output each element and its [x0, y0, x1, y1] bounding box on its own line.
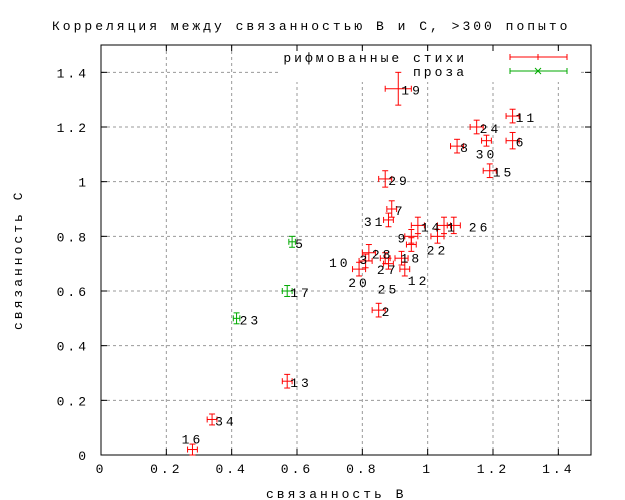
point-label: 27 [377, 263, 399, 278]
data-point [405, 237, 417, 252]
point-label: 30 [476, 148, 498, 163]
y-tick-label: 1.2 [57, 121, 89, 136]
data-point [386, 200, 398, 218]
x-tick-label: 1.4 [542, 462, 574, 477]
point-label: 13 [290, 376, 312, 391]
plot-frame [100, 44, 592, 456]
point-label: 8 [460, 141, 471, 156]
data-point [352, 261, 367, 277]
point-label: 10 [329, 256, 351, 271]
y-tick-label: 0.6 [57, 285, 89, 300]
data-point [430, 229, 445, 244]
data-point [505, 131, 520, 150]
y-tick-label: 1 [78, 176, 89, 191]
x-tick-label: 0.8 [346, 462, 378, 477]
data-point [232, 312, 241, 325]
point-label: 14 [421, 220, 443, 235]
point-label: 3 [359, 253, 370, 268]
point-label: 2 [382, 305, 393, 320]
axis-ticks: 0 0.2 0.4 0.6 0.8 1 1.2 1.4 0 0.2 0.4 0.6 0.8 1 1.2 1.4 [57, 45, 591, 477]
legend-label: рифмованные стихи [283, 51, 467, 66]
point-label: 12 [408, 274, 430, 289]
y-tick-label: 0.2 [57, 394, 89, 409]
data-point [394, 250, 409, 266]
x-tick-label: 0 [96, 462, 107, 477]
data-point [399, 261, 411, 277]
data-point [505, 108, 520, 124]
x-tick-label: 0.6 [281, 462, 313, 477]
x-tick-label: 0.2 [150, 462, 182, 477]
data-point [288, 235, 296, 248]
point-label: 17 [290, 286, 312, 301]
x-axis-label: связанность B [266, 487, 406, 500]
point-label: 18 [401, 252, 423, 267]
data-point [446, 216, 461, 235]
point-label: 6 [516, 136, 527, 151]
point-label: 5 [295, 237, 306, 252]
y-tick-label: 0.8 [57, 230, 89, 245]
legend-background [280, 50, 580, 82]
data-point [281, 373, 293, 389]
point-label: 11 [516, 111, 538, 126]
x-tick-label: 1.2 [477, 462, 509, 477]
x-tick-label: 1 [422, 462, 433, 477]
legend-label: проза [413, 65, 467, 80]
chart-title: Корреляция между связанностью B и C, >30… [52, 19, 570, 34]
legend-marker-x [534, 67, 542, 75]
point-label: 22 [427, 243, 449, 258]
point-label: 29 [388, 174, 410, 189]
point-label: 20 [348, 276, 370, 291]
point-label: 16 [182, 433, 204, 448]
data-points [187, 71, 520, 456]
point-label: 26 [469, 220, 491, 235]
data-point [281, 285, 293, 297]
point-label: 1 [447, 220, 458, 235]
data-point [187, 443, 198, 456]
point-label: 28 [372, 248, 394, 263]
y-tick-label: 0 [78, 449, 89, 464]
data-point [384, 71, 412, 106]
point-label: 25 [378, 283, 400, 298]
data-point [383, 212, 394, 228]
point-label: 9 [398, 231, 409, 246]
point-label: 31 [364, 215, 386, 230]
point-label: 15 [493, 166, 515, 181]
data-point [481, 134, 492, 147]
data-point [371, 302, 386, 318]
point-label: 24 [480, 122, 502, 137]
grid [101, 45, 591, 455]
data-point [206, 413, 218, 426]
point-label: 19 [401, 84, 423, 99]
y-tick-label: 0.4 [57, 340, 89, 355]
data-point [450, 138, 465, 154]
data-point [383, 257, 394, 270]
y-tick-label: 1.4 [57, 66, 89, 81]
x-tick-label: 0.4 [215, 462, 247, 477]
point-label: 23 [240, 313, 262, 328]
y-axis-label: связанность C [11, 190, 26, 330]
point-label: 34 [215, 414, 237, 429]
data-point [378, 170, 393, 188]
point-label: 7 [395, 204, 406, 219]
data-point [482, 163, 497, 179]
data-point [469, 119, 484, 135]
